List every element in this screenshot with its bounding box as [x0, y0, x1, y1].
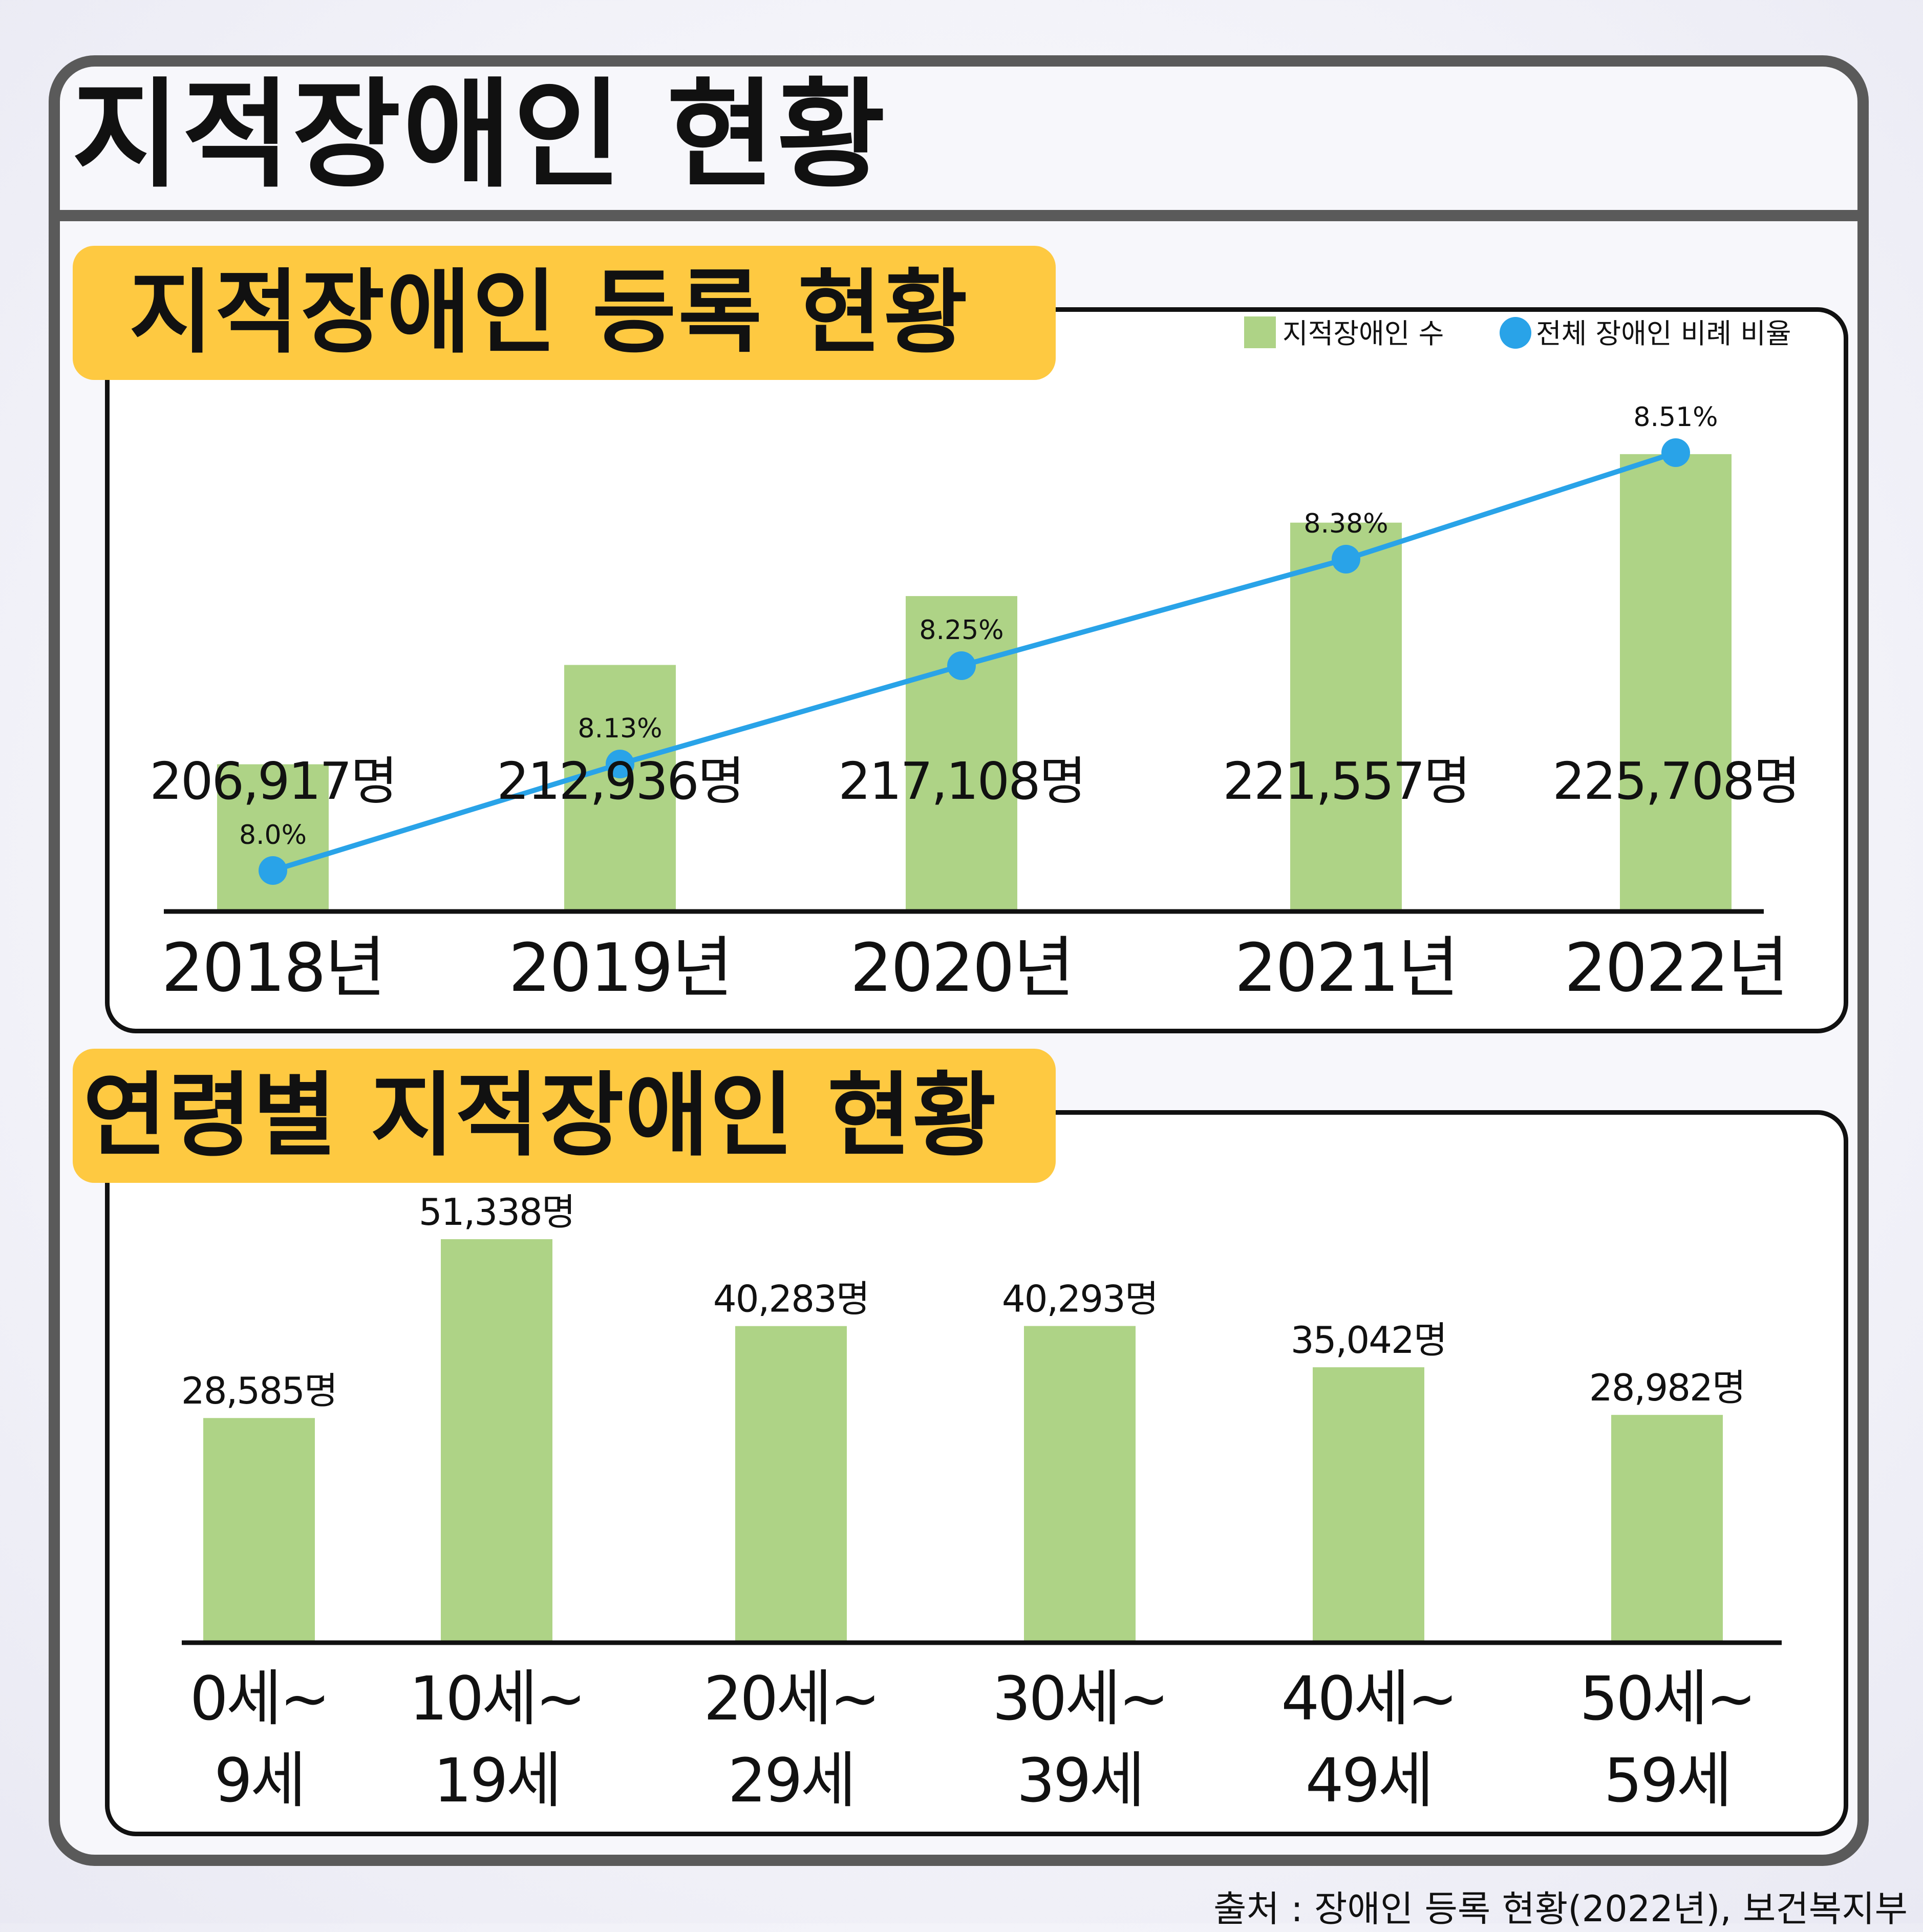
age-label-line1: 0세~	[190, 1663, 329, 1734]
bar	[906, 596, 1017, 911]
legend-swatch-bar	[1244, 316, 1276, 348]
count-label: 217,108명	[838, 751, 1085, 811]
year-label: 2022년	[1564, 929, 1787, 1007]
count-label: 206,917명	[149, 751, 396, 811]
title-divider	[54, 210, 1864, 221]
ratio-label: 8.0%	[239, 820, 307, 851]
age-label-line2: 9세	[214, 1745, 304, 1816]
bar	[217, 764, 329, 911]
ratio-point	[1332, 545, 1360, 574]
count-label: 221,557명	[1223, 751, 1469, 811]
count-label: 28,585명	[181, 1369, 337, 1412]
age-label-line1: 10세~	[409, 1663, 584, 1734]
legend-swatch-line	[1500, 317, 1531, 349]
count-label: 35,042명	[1291, 1319, 1446, 1362]
age-label-line2: 29세	[728, 1745, 854, 1816]
age-chart-panel	[105, 1110, 1848, 1836]
bar	[735, 1326, 847, 1643]
age-label-line2: 39세	[1017, 1745, 1143, 1816]
age-label-line1: 20세~	[703, 1663, 879, 1734]
year-label: 2021년	[1234, 929, 1457, 1007]
ratio-point	[606, 750, 634, 778]
age-label-line1: 40세~	[1281, 1663, 1456, 1734]
legend-label-bar: 지적장애인 수	[1283, 317, 1444, 350]
bar	[1313, 1367, 1424, 1643]
age-label-line2: 19세	[434, 1745, 560, 1816]
registration-chart: 8.0% 8.13% 8.25% 8.38% 8.51% 206,917명 212,936명…	[149, 316, 1801, 1007]
ratio-point	[947, 651, 976, 680]
count-label: 51,338명	[419, 1191, 574, 1234]
year-label: 2020년	[850, 929, 1073, 1007]
count-label: 40,283명	[713, 1278, 869, 1321]
bar	[203, 1418, 315, 1643]
age-label-line2: 59세	[1604, 1745, 1730, 1816]
age-label-line1: 50세~	[1579, 1663, 1755, 1734]
age-label-line1: 30세~	[992, 1663, 1167, 1734]
bar	[1611, 1415, 1723, 1643]
year-label: 2018년	[161, 929, 384, 1007]
count-label: 225,708명	[1552, 751, 1799, 811]
ratio-point	[1661, 438, 1690, 467]
ratio-point	[259, 856, 287, 885]
bar	[441, 1239, 552, 1643]
source-note: 출처 : 장애인 등록 현황(2022년), 보건복지부	[1213, 1888, 1908, 1930]
bar	[1620, 454, 1732, 911]
bar	[1024, 1326, 1136, 1643]
year-label: 2019년	[508, 929, 731, 1007]
section-label-age: 연령별 지적장애인 현황	[73, 1049, 1056, 1183]
ratio-label: 8.51%	[1633, 402, 1718, 433]
ratio-label: 8.25%	[919, 615, 1003, 646]
bar	[564, 665, 676, 911]
age-chart: 28,585명 51,338명 40,283명 40,293명 35,042명 28,98…	[181, 1191, 1782, 1816]
age-label-line2: 49세	[1306, 1745, 1432, 1816]
count-label: 40,293명	[1002, 1278, 1158, 1321]
ratio-label: 8.13%	[578, 713, 662, 744]
legend-label-line: 전체 장애인 비례 비율	[1536, 317, 1791, 350]
page-title: 지적장애인 현황	[72, 67, 888, 204]
section-label-registration: 지적장애인 등록 현황	[73, 246, 1056, 380]
bar	[1290, 522, 1402, 911]
ratio-label: 8.38%	[1304, 508, 1388, 539]
count-label: 28,982명	[1589, 1366, 1745, 1409]
count-label: 212,936명	[497, 751, 743, 811]
